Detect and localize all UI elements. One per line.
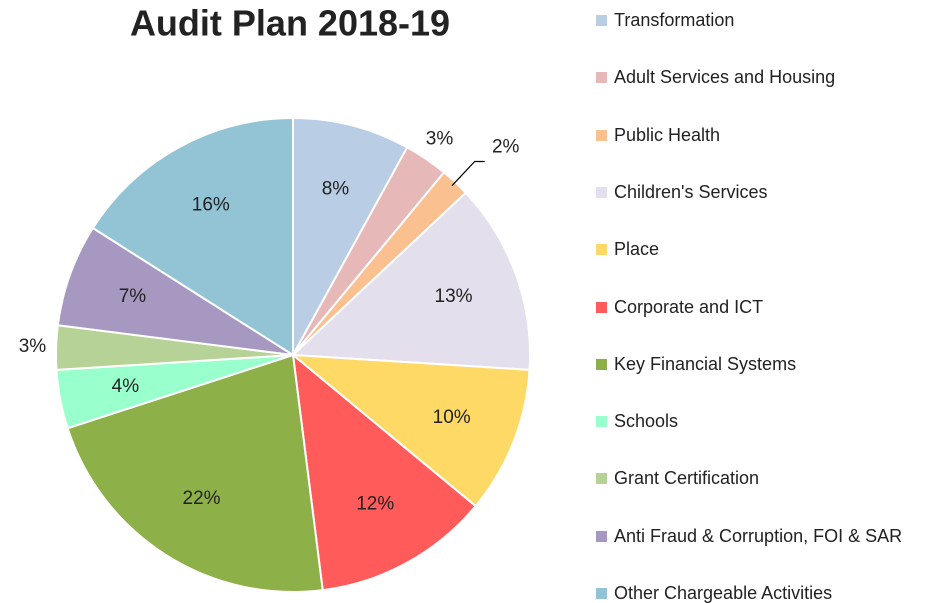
data-label: 13%	[435, 286, 473, 307]
pie-slice	[290, 191, 531, 371]
data-label: 22%	[183, 488, 221, 509]
legend-swatch	[596, 129, 607, 141]
legend-item: Corporate and ICT	[596, 296, 941, 318]
legend-item: Transformation	[596, 9, 941, 31]
legend-label: Adult Services and Housing	[614, 67, 836, 88]
data-label: 2%	[492, 137, 520, 158]
legend-swatch	[596, 416, 607, 428]
data-label: 8%	[322, 179, 350, 200]
data-label: 12%	[356, 494, 394, 515]
legend-swatch	[596, 186, 607, 198]
legend-swatch	[596, 358, 607, 370]
legend-swatch	[596, 72, 607, 84]
legend-label: Corporate and ICT	[614, 296, 764, 317]
legend-item: Anti Fraud & Corruption, FOI & SAR	[596, 525, 941, 547]
data-label: 16%	[192, 194, 230, 215]
legend-item: Adult Services and Housing	[596, 66, 941, 88]
legend-label: Schools	[614, 411, 679, 432]
legend-item: Grant Certification	[596, 467, 941, 489]
legend-label: Transformation	[614, 10, 735, 30]
chart-title: Audit Plan 2018-19	[130, 3, 450, 44]
pie-slice	[56, 226, 294, 356]
legend-label: Public Health	[614, 124, 721, 145]
legend-label: Other Chargeable Activities	[614, 583, 833, 603]
legend-label: Key Financial Systems	[614, 353, 797, 374]
legend-item: Schools	[596, 410, 941, 432]
legend-item: Key Financial Systems	[596, 353, 941, 375]
legend-item: Public Health	[596, 124, 941, 146]
pie-slice	[291, 352, 478, 592]
legend-swatch	[596, 301, 607, 313]
data-label: 10%	[433, 407, 471, 428]
legend-swatch	[596, 530, 607, 542]
legend-label: Grant Certification	[614, 468, 760, 489]
legend-item: Place	[596, 238, 941, 260]
legend-item: Other Chargeable Activities	[596, 582, 941, 603]
data-label: 7%	[119, 286, 147, 307]
data-label: 4%	[112, 376, 140, 397]
legend-label: Place	[614, 239, 660, 260]
pie-slice	[289, 353, 531, 508]
legend-label: Anti Fraud & Corruption, FOI & SAR	[614, 525, 903, 546]
pie-slice	[91, 116, 294, 357]
leader-line	[451, 160, 485, 187]
pie-slice	[292, 116, 409, 356]
legend-label: Children's Services	[614, 181, 768, 202]
legend-swatch	[596, 244, 607, 256]
legend-swatch	[596, 15, 607, 26]
legend-swatch	[596, 588, 607, 599]
pie-slice	[66, 353, 324, 593]
data-label: 3%	[19, 336, 47, 357]
data-label: 3%	[426, 128, 454, 149]
legend-swatch	[596, 473, 607, 485]
legend-item: Children's Services	[596, 181, 941, 203]
